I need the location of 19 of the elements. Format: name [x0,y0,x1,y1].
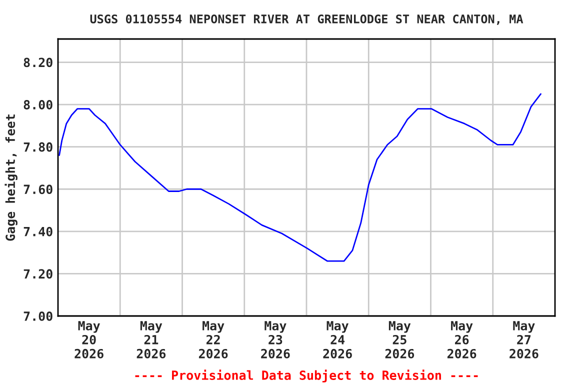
y-axis-title: Gage height, feet [4,114,18,241]
y-tick-label: 7.60 [24,184,52,194]
y-tick-label: 7.40 [24,226,52,236]
y-tick-label: 7.00 [24,311,52,321]
x-tick-label: May 21 2026 [136,321,166,358]
x-tick-label: May 22 2026 [198,321,228,358]
x-tick-label: May 26 2026 [447,321,476,358]
line-series [58,93,542,262]
x-tick-label: May 23 2026 [261,321,290,358]
y-tick-label: 8.20 [24,58,52,68]
text: ---- Provisional Data Subject to Revision ---- [135,370,478,382]
y-tick-label: 7.80 [24,142,52,152]
chart-title: USGS 01105554 NEPONSET RIVER AT GREENLODGE ST NEAR CANTON, MA [90,14,524,25]
y-tick-label: 8.00 [24,100,52,110]
x-tick-label: May 24 2026 [323,321,352,358]
x-tick-label: May 25 2026 [385,321,414,358]
x-tick-label: May 27 2026 [510,321,538,358]
y-tick-label: 7.20 [24,269,52,279]
x-tick-label: May 20 2026 [74,321,104,358]
